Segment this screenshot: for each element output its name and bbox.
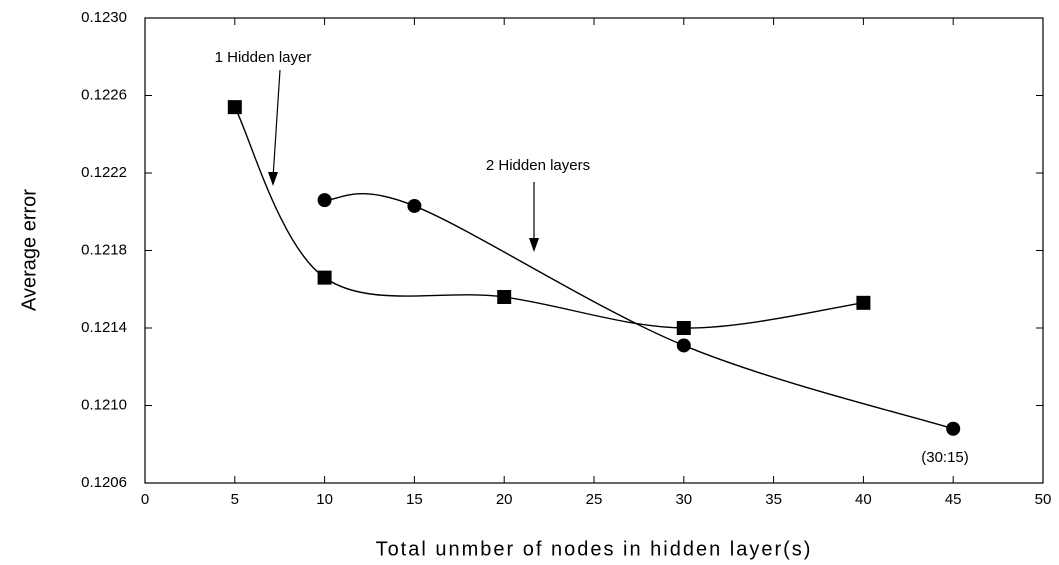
series-line (324, 193, 954, 430)
x-tick-label: 45 (945, 491, 962, 508)
x-tick-label: 40 (855, 491, 872, 508)
data-point (317, 193, 332, 208)
data-point (946, 421, 961, 436)
x-tick-label: 15 (406, 491, 423, 508)
annotation: 1 Hidden layer (215, 49, 312, 66)
plot-frame (144, 17, 1044, 484)
y-tick-label: 0.1218 (81, 241, 127, 258)
x-tick-label: 30 (675, 491, 692, 508)
data-point (317, 270, 332, 285)
x-tick-label: 50 (1035, 491, 1052, 508)
y-tick-label: 0.1226 (81, 86, 127, 103)
arrow (268, 69, 539, 252)
data-point (227, 100, 242, 115)
y-tick-label: 0.1230 (81, 9, 127, 26)
x-tick-label: 35 (765, 491, 782, 508)
y-tick-label: 0.1214 (81, 319, 127, 336)
x-tick-label: 10 (316, 491, 333, 508)
x-tick-label: 5 (231, 491, 239, 508)
x-tick-label: 20 (496, 491, 513, 508)
x-tick-label: 25 (586, 491, 603, 508)
series-line (234, 106, 864, 329)
data-point (407, 198, 422, 213)
annotation: 2 Hidden layers (486, 157, 590, 174)
data-point (856, 295, 871, 310)
y-axis-title: Average error (18, 189, 40, 311)
data-point (676, 338, 691, 353)
data-point (497, 290, 512, 304)
y-tick-label: 0.1206 (81, 474, 127, 491)
data-point (676, 321, 691, 335)
y-tick-label: 0.1222 (81, 164, 127, 181)
x-axis-title: Total unmber of nodes in hidden layer(s) (376, 538, 813, 560)
x-tick-label: 0 (141, 491, 149, 508)
annotation: (30:15) (921, 449, 969, 466)
y-tick-label: 0.1210 (81, 396, 127, 413)
